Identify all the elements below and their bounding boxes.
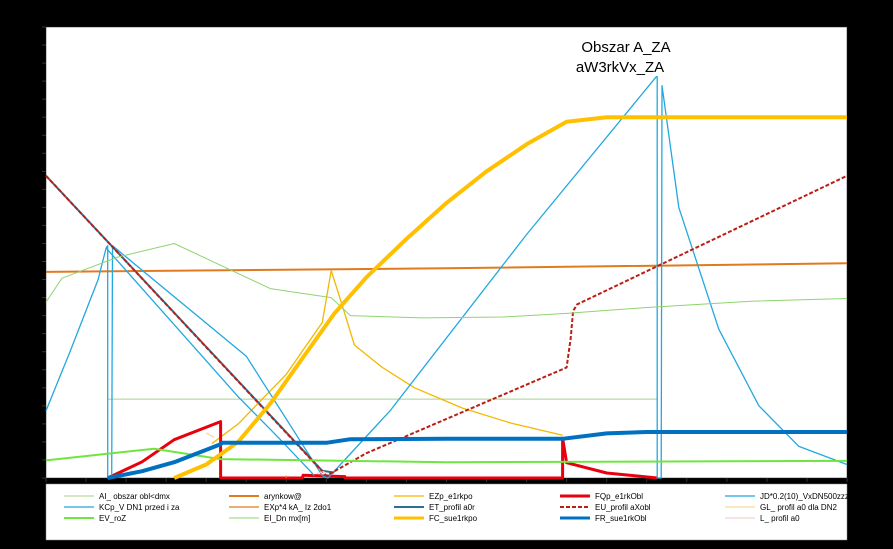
legend: AI_ obszar obl<dmx arynkow@ EZp_e1rkpo FQp_… — [64, 492, 849, 523]
series-line — [107, 430, 847, 480]
plot-area — [45, 26, 848, 479]
legend-label: EI_Dn mx[m] — [264, 514, 310, 523]
legend-label: JD*0.2(10)_VxDN500zzz — [760, 492, 849, 501]
legend-label: arynkow@ — [264, 492, 302, 501]
series-line — [173, 115, 847, 480]
legend-label: FC_sue1rkpo — [429, 514, 478, 523]
legend-label: FR_sue1rkObl — [595, 514, 647, 523]
series-line — [45, 447, 848, 464]
legend-label: EV_roZ — [99, 514, 126, 523]
chart-title: Obszar A_ZA — [581, 39, 670, 56]
series-line — [211, 269, 563, 445]
legend-box — [45, 483, 848, 541]
series-layer — [45, 75, 848, 480]
legend-label: FQp_e1rkObl — [595, 492, 643, 501]
series-line — [45, 75, 848, 479]
legend-label: AI_ obszar obl<dmx — [99, 492, 170, 501]
series-line — [45, 262, 848, 273]
series-line — [205, 432, 215, 438]
axis-ticks — [42, 26, 848, 482]
legend-label: GL_ profil a0 dla DN2 — [760, 503, 837, 512]
legend-label: EXp*4 kA_ Iz 2do1 — [264, 503, 332, 512]
legend-label: EZp_e1rkpo — [429, 492, 473, 501]
legend-label: KCp_V DN1 przed i za — [99, 503, 180, 512]
legend-label: ET_profil a0r — [429, 503, 475, 512]
legend-label: EU_profil aXobl — [595, 503, 651, 512]
chart-subtitle: aW3rkVx_ZA — [576, 59, 664, 76]
series-line — [45, 243, 848, 319]
series-line — [45, 174, 848, 477]
legend-label: L_ profil a0 — [760, 514, 800, 523]
series-line — [316, 470, 325, 474]
